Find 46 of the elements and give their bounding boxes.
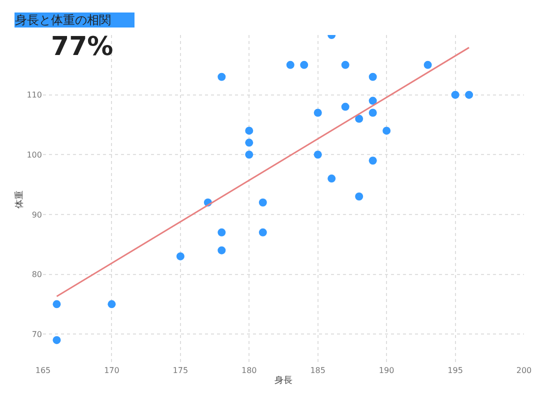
point: [382, 126, 391, 135]
y-tick-label: 110: [26, 90, 42, 100]
point: [176, 252, 184, 260]
x-tick-label: 195: [448, 366, 463, 375]
point: [258, 228, 267, 236]
point: [245, 138, 254, 147]
point: [314, 150, 322, 159]
point: [286, 60, 294, 69]
x-tick-label: 165: [35, 366, 51, 375]
point: [341, 60, 350, 69]
y-axis-title: 体重: [14, 190, 26, 208]
x-tick-label: 185: [310, 366, 326, 375]
x-tick-label: 170: [104, 366, 120, 375]
point: [355, 114, 364, 123]
point: [314, 108, 322, 117]
point: [258, 198, 267, 206]
text: 身長と体重の相関: [15, 13, 111, 27]
y-tick-label: 100: [26, 150, 42, 160]
point: [245, 150, 254, 159]
x-tick-label: 200: [516, 366, 532, 375]
y-tick-label: 90: [32, 210, 42, 220]
y-tick-label: 80: [32, 270, 42, 280]
point: [368, 72, 377, 81]
point: [218, 72, 226, 81]
point: [328, 174, 336, 183]
x-tick-label: 175: [172, 366, 188, 375]
point: [108, 300, 116, 308]
point: [300, 60, 308, 69]
point: [368, 96, 377, 105]
point: [424, 60, 432, 69]
x-tick-label: 190: [378, 366, 394, 375]
point: [368, 108, 377, 117]
annotation: 77%: [51, 32, 114, 62]
y-tick-label: 70: [32, 330, 42, 339]
point: [245, 126, 254, 135]
x-axis-title: 身長: [274, 374, 292, 386]
point: [218, 228, 226, 236]
point: [355, 192, 364, 201]
point: [368, 156, 377, 165]
point: [52, 336, 61, 344]
point: [451, 90, 460, 99]
x-tick-label: 180: [242, 366, 257, 375]
point: [341, 102, 350, 111]
point: [218, 246, 226, 254]
point: [52, 300, 61, 308]
point: [465, 90, 474, 99]
